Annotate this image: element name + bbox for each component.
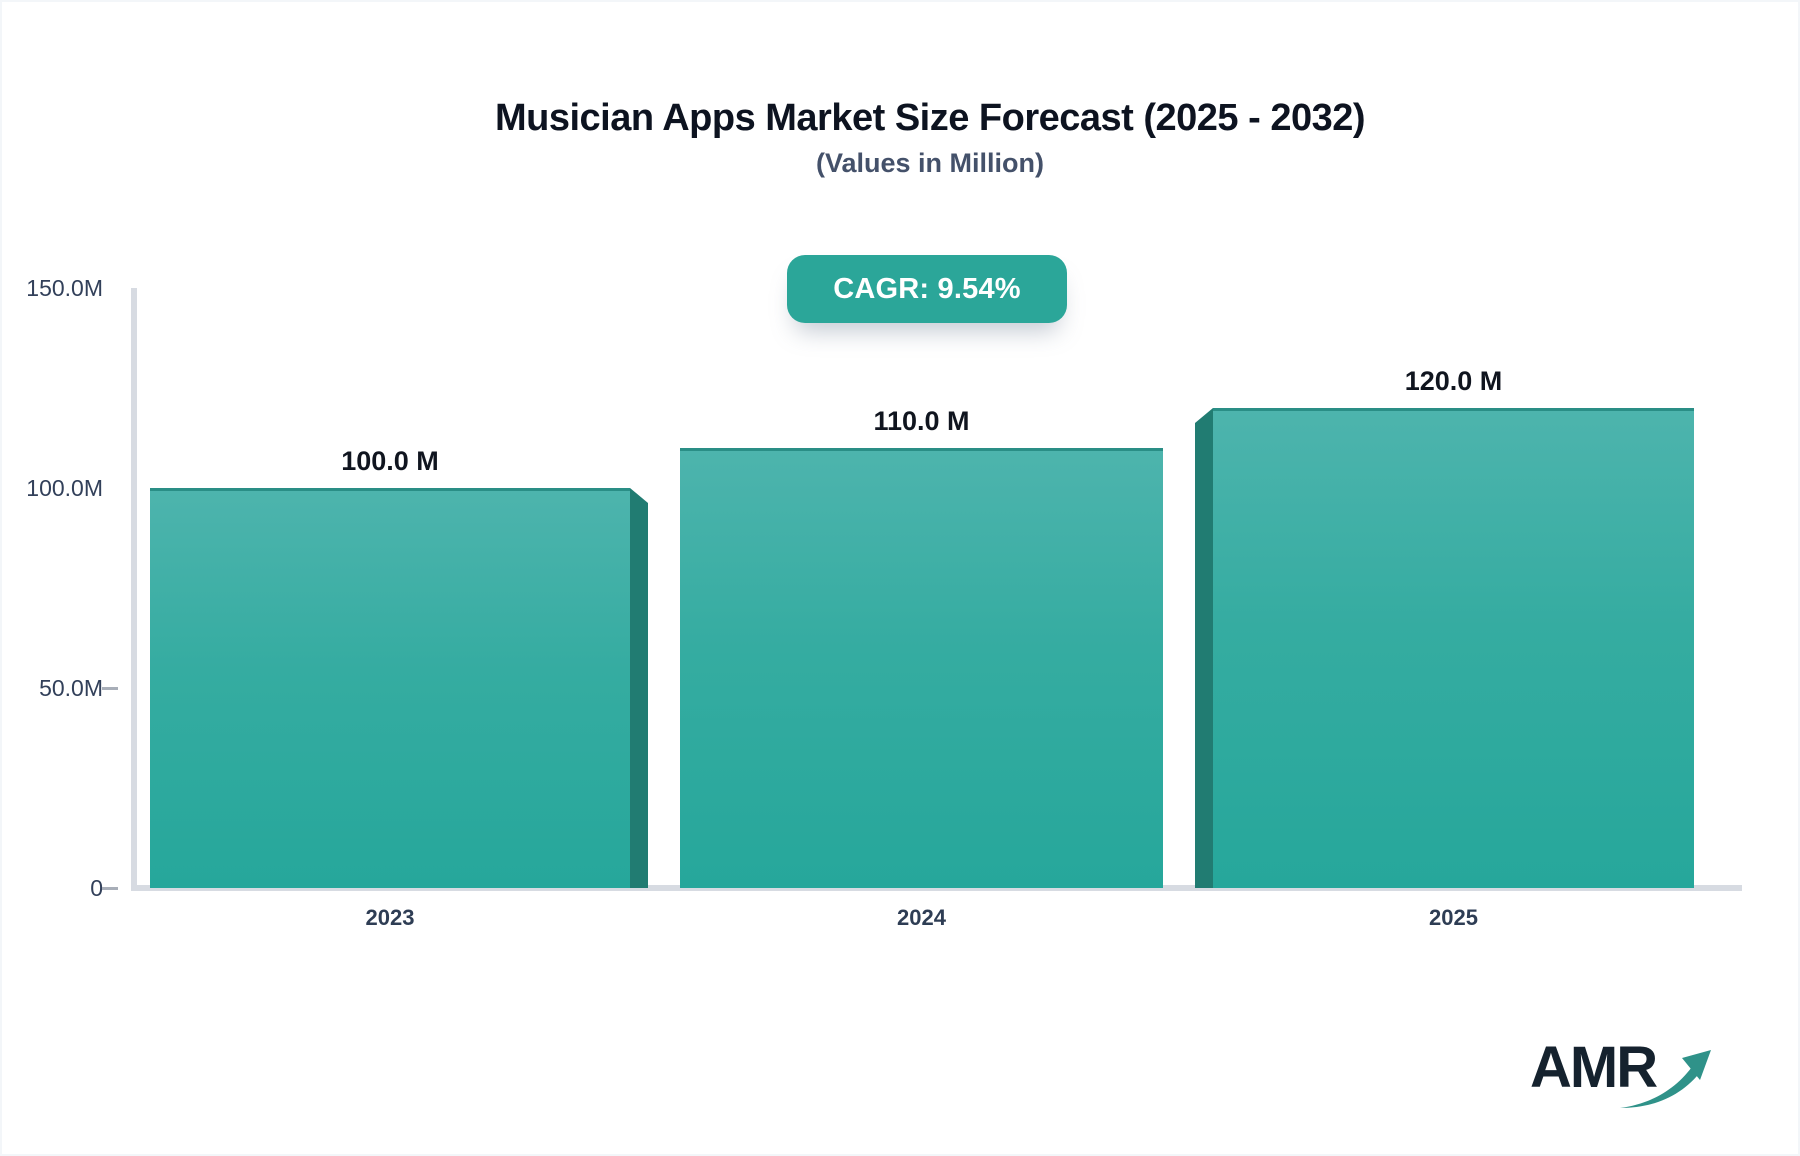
bar-2024	[680, 448, 1163, 888]
bar-2025	[1213, 408, 1694, 888]
y-axis-line	[131, 288, 137, 891]
y-tick-label: 150.0M	[26, 275, 103, 301]
y-tick-label: 100.0M	[26, 475, 103, 501]
bar-3d-side	[1195, 408, 1213, 888]
chart-title: Musician Apps Market Size Forecast (2025…	[494, 97, 1366, 139]
y-tick-mark	[102, 687, 118, 690]
chart-subtitle: (Values in Million)	[815, 148, 1045, 178]
bar-value-label: 100.0 M	[341, 446, 439, 476]
y-tick-mark	[102, 887, 118, 890]
x-tick-label: 2025	[1429, 905, 1478, 930]
x-tick-label: 2023	[365, 905, 415, 930]
x-axis-line	[131, 885, 1742, 891]
y-tick-label: 50.0M	[39, 675, 103, 701]
x-tick-label: 2024	[897, 905, 946, 930]
bar-value-label: 110.0 M	[873, 406, 970, 436]
amr-logo: AMR	[1530, 1028, 1730, 1118]
bar-3d-side	[630, 488, 648, 888]
bar-2023	[150, 488, 630, 888]
amr-logo-text: AMR	[1530, 1035, 1658, 1100]
cagr-badge: CAGR: 9.54%	[787, 255, 1067, 323]
growth-arrow-icon	[1620, 1050, 1711, 1108]
y-tick-label: 0	[90, 875, 103, 901]
bar-value-label: 120.0 M	[1404, 366, 1503, 396]
